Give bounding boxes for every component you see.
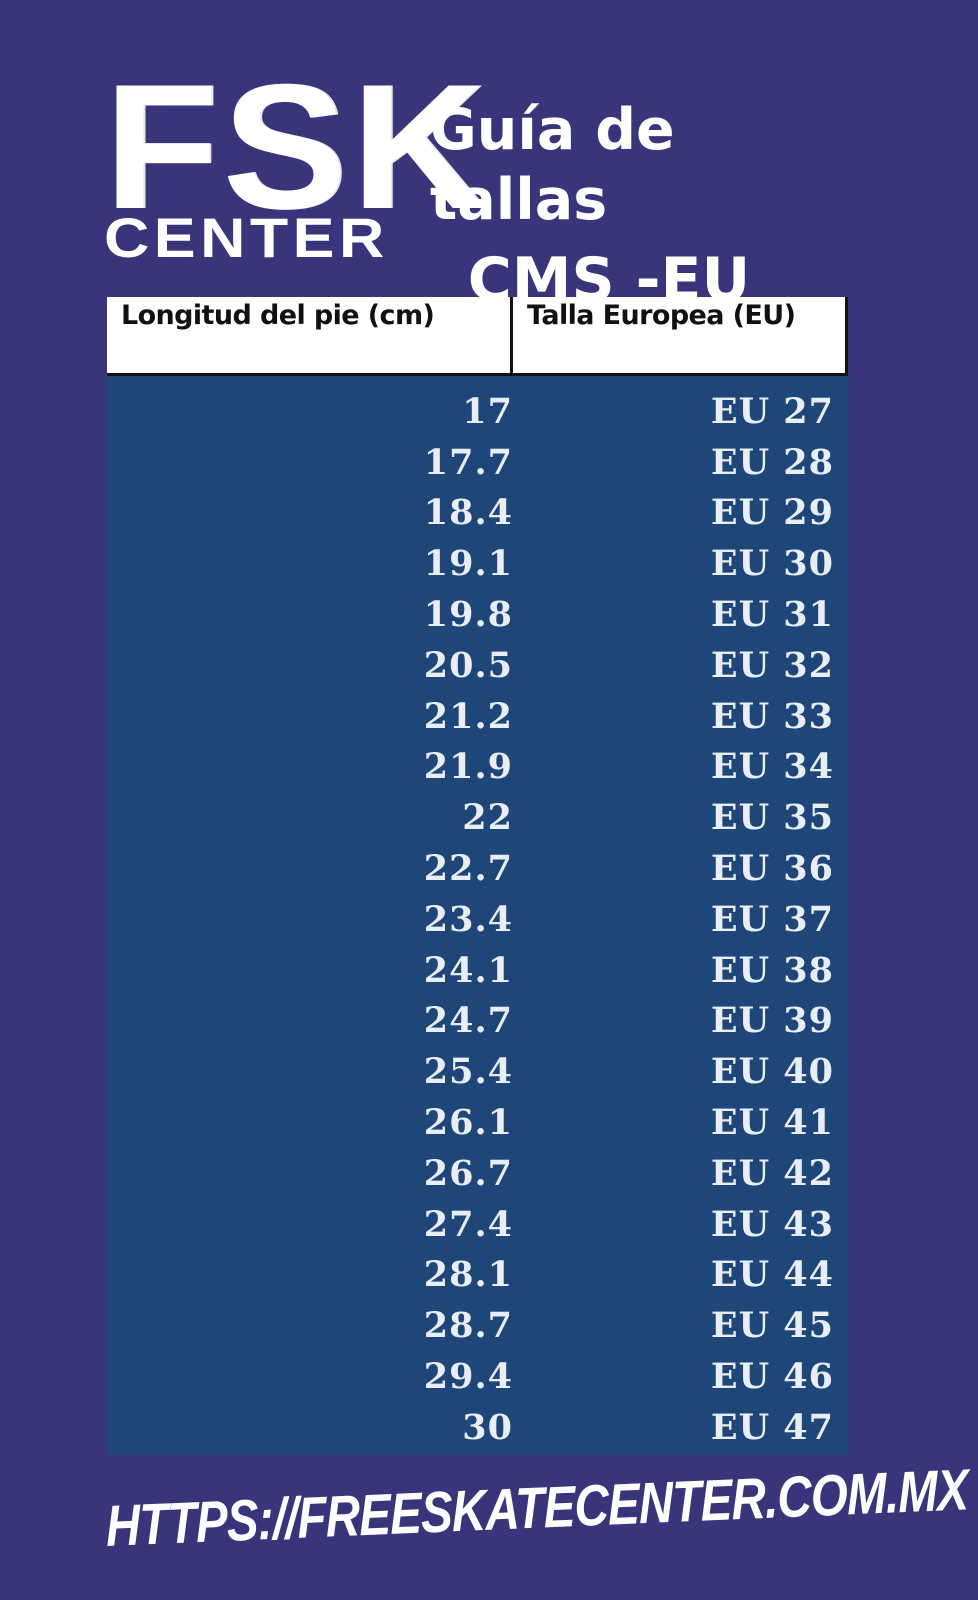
cell-eu-size: EU 46 <box>710 1356 834 1398</box>
page-title: Guía de tallas CMS -EU <box>430 95 870 325</box>
cell-foot-length: 30 <box>462 1406 513 1448</box>
cell-eu-size: EU 27 <box>710 390 834 432</box>
size-table: Longitud del pie (cm) Talla Europea (EU)… <box>107 297 848 1455</box>
table-row: 27.4 EU 43 <box>107 1199 848 1250</box>
cell-foot-length: 20.5 <box>423 644 513 686</box>
cell-foot-length: 24.1 <box>423 949 513 991</box>
table-header: Longitud del pie (cm) Talla Europea (EU) <box>107 297 848 376</box>
cell-foot-length: 29.4 <box>423 1356 513 1398</box>
table-body: 17 EU 27 17.7 EU 28 18.4 EU 29 19.1 EU 30 19.8 EU… <box>107 376 848 1455</box>
table-row: 25.4 EU 40 <box>107 1046 848 1097</box>
cell-eu-size: EU 40 <box>710 1051 834 1093</box>
table-row: 26.7 EU 42 <box>107 1148 848 1199</box>
cell-eu-size: EU 28 <box>710 441 834 483</box>
header-eu-size: Talla Europea (EU) <box>513 297 848 373</box>
table-row: 24.1 EU 38 <box>107 945 848 996</box>
cell-foot-length: 18.4 <box>423 492 513 534</box>
cell-eu-size: EU 36 <box>710 848 834 890</box>
cell-eu-size: EU 42 <box>710 1152 834 1194</box>
logo-fsk-text: FSK <box>104 47 491 246</box>
table-row: 22.7 EU 36 <box>107 843 848 894</box>
table-row: 17.7 EU 28 <box>107 437 848 488</box>
table-row: 29.4 EU 46 <box>107 1351 848 1402</box>
cell-foot-length: 26.1 <box>423 1102 513 1144</box>
fsk-center-logo: FSK CENTER <box>104 58 486 266</box>
table-row: 19.8 EU 31 <box>107 589 848 640</box>
cell-foot-length: 17 <box>462 390 513 432</box>
table-row: 18.4 EU 29 <box>107 488 848 539</box>
cell-foot-length: 21.9 <box>423 746 513 788</box>
table-row: 19.1 EU 30 <box>107 538 848 589</box>
cell-eu-size: EU 44 <box>710 1254 834 1296</box>
table-row: 20.5 EU 32 <box>107 640 848 691</box>
cell-eu-size: EU 43 <box>710 1203 834 1245</box>
table-row: 26.1 EU 41 <box>107 1097 848 1148</box>
cell-eu-size: EU 35 <box>710 797 834 839</box>
cell-eu-size: EU 37 <box>710 898 834 940</box>
cell-foot-length: 28.7 <box>423 1305 513 1347</box>
cell-eu-size: EU 45 <box>710 1305 834 1347</box>
cell-eu-size: EU 34 <box>710 746 834 788</box>
cell-foot-length: 22 <box>462 797 513 839</box>
table-row: 17 EU 27 <box>107 386 848 437</box>
website-url[interactable]: HTTPS://FREESKATECENTER.COM.MX <box>105 1457 969 1559</box>
cell-foot-length: 23.4 <box>423 898 513 940</box>
table-row: 21.2 EU 33 <box>107 691 848 742</box>
cell-eu-size: EU 41 <box>710 1102 834 1144</box>
cell-eu-size: EU 29 <box>710 492 834 534</box>
table-row: 21.9 EU 34 <box>107 742 848 793</box>
title-line-1: Guía de tallas <box>430 97 675 233</box>
cell-foot-length: 28.1 <box>423 1254 513 1296</box>
table-row: 30 EU 47 <box>107 1402 848 1453</box>
table-row: 23.4 EU 37 <box>107 894 848 945</box>
cell-eu-size: EU 31 <box>710 594 834 636</box>
cell-eu-size: EU 38 <box>710 949 834 991</box>
logo-center-text: CENTER <box>104 206 389 269</box>
cell-eu-size: EU 39 <box>710 1000 834 1042</box>
cell-foot-length: 19.1 <box>423 543 513 585</box>
cell-eu-size: EU 33 <box>710 695 834 737</box>
cell-eu-size: EU 32 <box>710 644 834 686</box>
table-row: 22 EU 35 <box>107 792 848 843</box>
cell-foot-length: 21.2 <box>423 695 513 737</box>
cell-foot-length: 19.8 <box>423 594 513 636</box>
cell-eu-size: EU 30 <box>710 543 834 585</box>
cell-foot-length: 27.4 <box>423 1203 513 1245</box>
table-row: 24.7 EU 39 <box>107 996 848 1047</box>
cell-foot-length: 22.7 <box>423 848 513 890</box>
cell-foot-length: 25.4 <box>423 1051 513 1093</box>
cell-eu-size: EU 47 <box>710 1406 834 1448</box>
cell-foot-length: 26.7 <box>423 1152 513 1194</box>
cell-foot-length: 24.7 <box>423 1000 513 1042</box>
table-row: 28.7 EU 45 <box>107 1300 848 1351</box>
cell-foot-length: 17.7 <box>423 441 513 483</box>
header-foot-length: Longitud del pie (cm) <box>107 297 513 373</box>
table-row: 28.1 EU 44 <box>107 1250 848 1301</box>
